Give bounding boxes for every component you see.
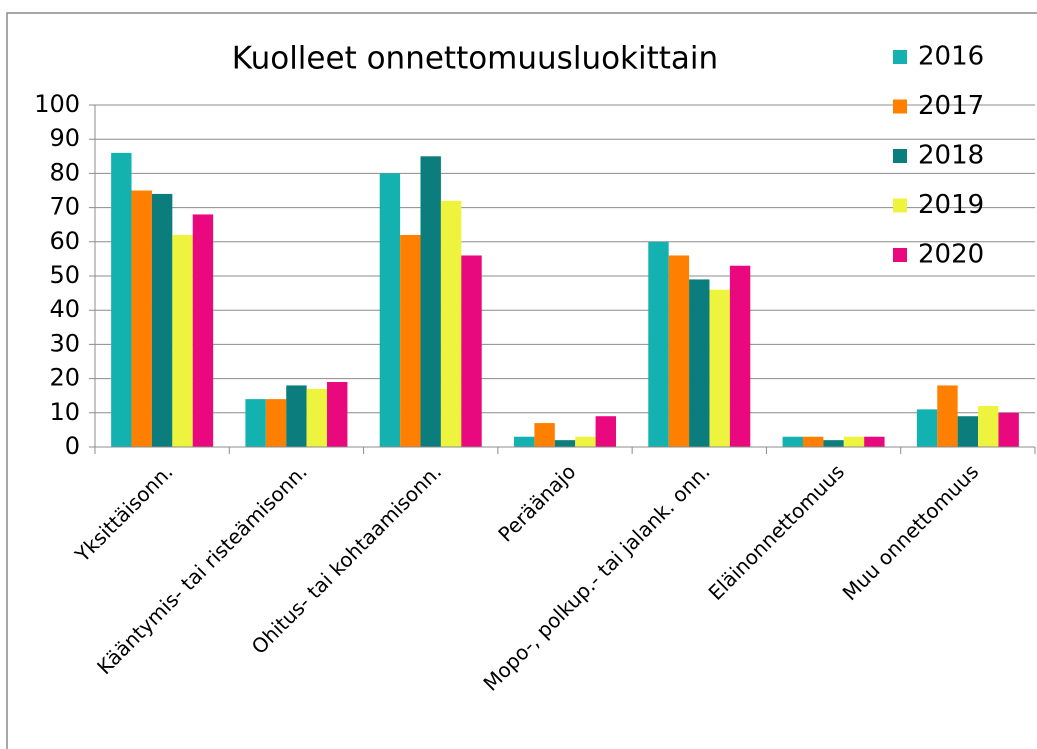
- y-tick-label: 10: [49, 398, 80, 426]
- legend-swatch: [893, 248, 907, 262]
- bar: [729, 265, 751, 447]
- bar: [534, 423, 555, 447]
- legend-label: 2017: [918, 91, 984, 121]
- x-tick-label: Yksittäisonn.: [70, 459, 178, 567]
- x-tick-label: Muu onnettomuus: [838, 459, 984, 605]
- chart-frame: [6, 12, 1037, 749]
- chart-title: Kuolleet onnettomuusluokittain: [232, 41, 718, 77]
- bar: [440, 200, 462, 447]
- y-tick-label: 20: [49, 364, 80, 392]
- y-tick-label: 90: [49, 124, 80, 152]
- y-tick-label: 40: [49, 295, 80, 323]
- bar: [131, 190, 152, 447]
- bar: [709, 289, 730, 447]
- legend-swatch: [893, 149, 907, 163]
- bar: [998, 412, 1019, 447]
- y-tick-label: 70: [49, 193, 80, 221]
- legend-label: 2018: [918, 141, 984, 171]
- bar: [286, 385, 307, 447]
- x-tick-label: Peräänajo: [493, 459, 580, 546]
- bar: [937, 385, 958, 447]
- bar: [978, 405, 999, 447]
- y-tick-label: 50: [49, 261, 80, 289]
- y-tick-label: 80: [49, 158, 80, 186]
- bar: [802, 436, 824, 447]
- bar: [172, 234, 193, 447]
- bar: [192, 214, 214, 447]
- bar: [689, 279, 710, 447]
- y-tick-label: 100: [34, 90, 80, 118]
- bar: [245, 399, 266, 447]
- bar: [327, 382, 348, 447]
- bar: [782, 436, 803, 447]
- bar: [514, 436, 535, 447]
- bar: [668, 255, 690, 447]
- bar: [379, 173, 401, 447]
- bar: [554, 440, 576, 447]
- legend-label: 2020: [918, 240, 984, 270]
- bar: [648, 241, 669, 447]
- x-tick-label: Mopo-, polkup.- tai jalank. onn.: [479, 459, 715, 695]
- legend-swatch: [893, 198, 907, 213]
- legend-swatch: [893, 99, 907, 114]
- x-tick-label: Eläinonnettomuus: [704, 459, 849, 604]
- bar: [823, 440, 844, 447]
- bar: [111, 152, 132, 447]
- bar: [864, 436, 885, 447]
- legend-label: 2016: [918, 42, 984, 72]
- bar: [461, 255, 482, 447]
- bar: [843, 436, 865, 447]
- bar: [306, 388, 328, 447]
- bar: [916, 409, 938, 447]
- legend-swatch: [893, 50, 907, 64]
- bar: [400, 234, 421, 447]
- bar: [420, 156, 441, 448]
- bar: [957, 416, 979, 447]
- y-tick-label: 0: [65, 432, 80, 460]
- bar: [265, 399, 287, 447]
- bar: [595, 416, 616, 447]
- y-tick-label: 60: [49, 227, 80, 255]
- bar: [575, 436, 596, 447]
- x-tick-label: Kääntymis- tai risteämisonn.: [92, 459, 312, 679]
- y-tick-label: 30: [49, 329, 80, 357]
- bar: [151, 193, 173, 447]
- legend-label: 2019: [918, 190, 984, 220]
